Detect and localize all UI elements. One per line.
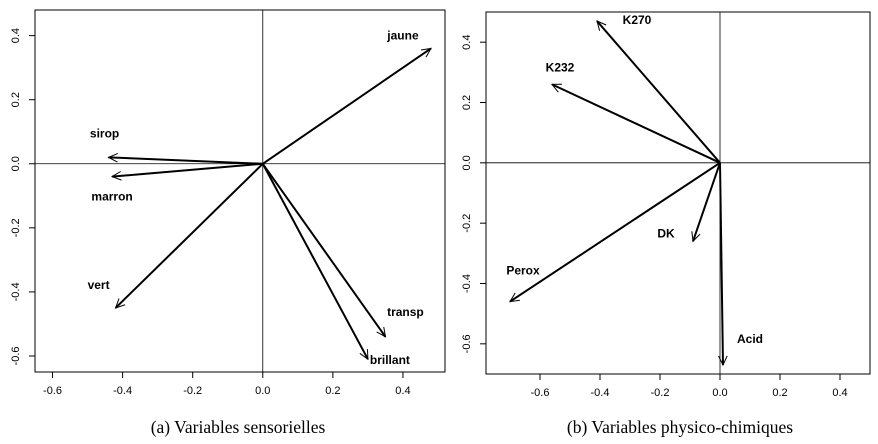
x-tick-label: -0.4 [591,387,610,399]
x-tick-label: -0.4 [113,385,132,397]
x-tick-label: 0.2 [325,385,340,397]
plot-frame [485,11,871,375]
y-tick-label: -0.6 [10,346,22,365]
vector-line [262,47,432,165]
arrowhead [718,355,728,367]
y-tick-label: -0.2 [461,214,473,233]
arrowhead [359,349,369,361]
x-tick-label: 0.0 [712,387,727,399]
vector-label: marron [91,190,132,204]
vector-label: transp [387,305,424,319]
x-tick-label: 0.0 [255,385,270,397]
x-tick-label: -0.2 [651,387,670,399]
y-tick-label: 0.4 [10,28,22,43]
vector-label: sirop [90,126,119,140]
vector-line [112,162,263,178]
arrowhead [376,326,387,338]
vector-jaune: jaune [262,28,432,165]
vector-line [719,162,724,365]
x-tick-label: 0.2 [772,387,787,399]
vector-line [114,163,264,309]
vector-dk: DK [657,162,721,243]
arrowhead [114,298,126,309]
vector-line [509,161,721,303]
y-tick-label: -0.2 [10,218,22,237]
y-tick-label: -0.4 [461,274,473,293]
vector-label: vert [88,278,110,292]
vector-perox: Perox [506,161,721,303]
vector-label: Acid [737,332,763,346]
arrowhead [550,83,563,93]
vector-line [692,162,721,242]
y-tick-label: -0.4 [10,282,22,301]
x-tick-label: 0.4 [395,385,410,397]
x-tick-label: -0.2 [183,385,202,397]
chart-panel-b: -0.6 -0.4 -0.2 0.0 0.2 0.4 -0.6 -0.4 -0.2 0.0 0.2 0… [461,11,871,437]
vector-label: K232 [546,60,575,74]
vector-line [551,83,721,164]
y-tick-label: 0.2 [10,92,22,107]
vector-line [261,163,387,338]
vector-line [261,163,369,360]
arrowhead [110,171,122,181]
y-tick-label: 0.0 [10,156,22,171]
vector-marron: marron [91,162,263,204]
vector-acid: Acid [718,162,763,367]
y-tick-label: 0.2 [461,95,473,110]
vector-label: K270 [623,13,652,27]
arrowhead [596,20,607,31]
vector-label: brillant [370,353,410,367]
vector-label: jaune [386,28,419,42]
vector-line [596,20,721,164]
plot-frame [34,9,446,373]
x-tick-label: -0.6 [531,387,550,399]
arrowhead [421,47,432,58]
vector-transp: transp [261,163,424,338]
arrowhead [691,231,701,243]
vector-vert: vert [88,163,264,309]
chart-panel-a: -0.6 -0.4 -0.2 0.0 0.2 0.4 -0.6 -0.4 -0.2 0.0 0.2 0… [10,9,446,437]
vector-sirop: sirop [90,126,263,165]
arrowhead [509,292,520,303]
vector-label: Perox [506,264,540,278]
figure-caption: (a) Variables sensorielles [151,417,326,437]
arrowhead [107,152,118,163]
y-tick-label: 0.0 [461,155,473,170]
y-tick-label: 0.4 [461,35,473,50]
vector-k232: K232 [546,60,721,164]
vector-label: DK [657,226,675,240]
y-tick-label: -0.6 [461,334,473,353]
x-tick-label: -0.6 [43,385,62,397]
vector-brillant: brillant [261,163,410,367]
vector-k270: K270 [596,13,721,164]
x-tick-label: 0.4 [832,387,847,399]
vector-line [108,156,263,165]
figure-caption: (b) Variables physico-chimiques [567,417,793,437]
